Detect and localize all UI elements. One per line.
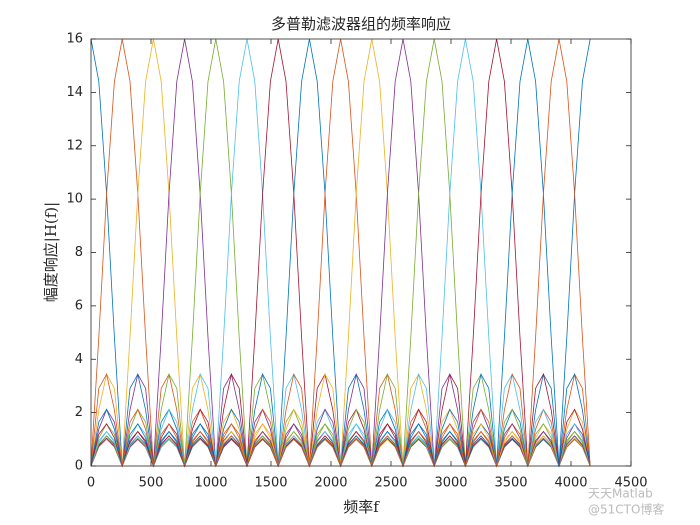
x-axis-label: 频率f xyxy=(343,498,380,516)
x-tick-label: 500 xyxy=(139,476,164,491)
watermark: @51CTO博客 xyxy=(588,502,664,517)
x-tick-label: 2000 xyxy=(314,476,347,491)
y-tick-label: 0 xyxy=(75,459,83,474)
y-tick-label: 16 xyxy=(66,32,83,47)
y-tick-label: 4 xyxy=(75,352,83,367)
x-tick-label: 0 xyxy=(87,476,95,491)
x-tick-label: 3500 xyxy=(494,476,527,491)
y-tick-label: 14 xyxy=(66,85,83,100)
y-tick-label: 2 xyxy=(75,405,83,420)
x-tick-label: 1000 xyxy=(194,476,227,491)
x-tick-label: 1500 xyxy=(254,476,287,491)
x-tick-label: 2500 xyxy=(374,476,407,491)
y-axis-label: 幅度响应|H(f)| xyxy=(42,202,60,302)
chart-title: 多普勒滤波器组的频率响应 xyxy=(271,15,451,33)
x-tick-label: 4000 xyxy=(554,476,587,491)
y-tick-label: 12 xyxy=(66,138,83,153)
x-tick-label: 3000 xyxy=(434,476,467,491)
x-tick-label: 4500 xyxy=(614,476,647,491)
y-tick-label: 10 xyxy=(66,192,83,207)
y-tick-label: 8 xyxy=(75,245,83,260)
y-tick-label: 6 xyxy=(75,298,83,313)
watermark: 天天Matlab xyxy=(588,487,653,501)
